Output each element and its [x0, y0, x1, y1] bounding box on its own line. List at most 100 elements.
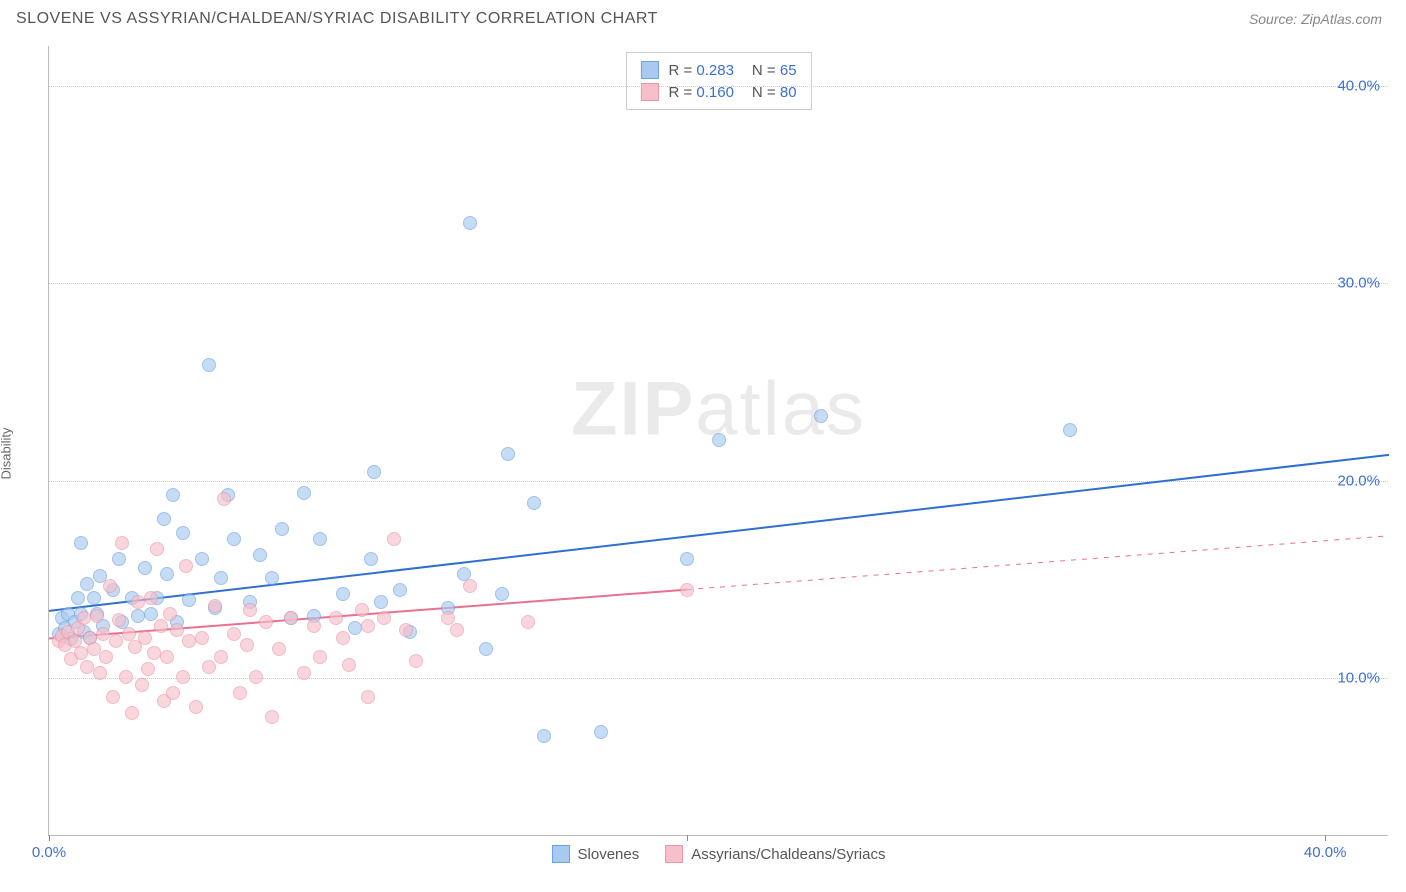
scatter-point [106, 690, 120, 704]
scatter-point [135, 678, 149, 692]
chart-title: SLOVENE VS ASSYRIAN/CHALDEAN/SYRIAC DISA… [16, 10, 658, 28]
scatter-point [189, 700, 203, 714]
scatter-point [336, 587, 350, 601]
scatter-point [265, 571, 279, 585]
scatter-point [355, 603, 369, 617]
scatter-point [125, 706, 139, 720]
legend-swatch [665, 845, 683, 863]
trendline [49, 455, 1389, 611]
scatter-point [208, 599, 222, 613]
legend-series: Slovenes Assyrians/Chaldeans/Syriacs [552, 845, 886, 863]
scatter-point [249, 670, 263, 684]
scatter-point [409, 654, 423, 668]
scatter-point [361, 690, 375, 704]
scatter-point [138, 561, 152, 575]
scatter-point [495, 587, 509, 601]
scatter-point [814, 409, 828, 423]
scatter-point [103, 579, 117, 593]
scatter-point [712, 433, 726, 447]
legend-item: Slovenes [552, 845, 640, 863]
scatter-point [336, 631, 350, 645]
scatter-point [144, 591, 158, 605]
legend-label: Assyrians/Chaldeans/Syriacs [691, 846, 885, 863]
scatter-point [253, 548, 267, 562]
scatter-point [680, 552, 694, 566]
scatter-point [297, 666, 311, 680]
scatter-point [96, 627, 110, 641]
scatter-point [160, 567, 174, 581]
scatter-point [537, 729, 551, 743]
scatter-point [80, 577, 94, 591]
scatter-point [297, 486, 311, 500]
scatter-point [138, 631, 152, 645]
scatter-point [342, 658, 356, 672]
scatter-point [131, 609, 145, 623]
scatter-point [441, 611, 455, 625]
scatter-point [313, 532, 327, 546]
scatter-point [122, 627, 136, 641]
scatter-point [166, 686, 180, 700]
scatter-point [163, 607, 177, 621]
legend-item: Assyrians/Chaldeans/Syriacs [665, 845, 885, 863]
legend-label: Slovenes [578, 846, 640, 863]
scatter-point [275, 522, 289, 536]
scatter-point [112, 552, 126, 566]
scatter-point [272, 642, 286, 656]
scatter-point [463, 579, 477, 593]
scatter-point [377, 611, 391, 625]
scatter-point [527, 496, 541, 510]
scatter-point [361, 619, 375, 633]
scatter-point [182, 593, 196, 607]
x-tick-label: 0.0% [32, 844, 66, 861]
scatter-point [154, 619, 168, 633]
scatter-point [74, 536, 88, 550]
scatter-point [202, 660, 216, 674]
scatter-point [93, 666, 107, 680]
scatter-point [227, 532, 241, 546]
scatter-point [214, 650, 228, 664]
scatter-point [71, 591, 85, 605]
trendline-dashed [687, 536, 1389, 590]
scatter-point [243, 603, 257, 617]
scatter-point [227, 627, 241, 641]
scatter-point [313, 650, 327, 664]
scatter-point [202, 358, 216, 372]
scatter-point [284, 611, 298, 625]
scatter-point [387, 532, 401, 546]
y-axis-label: Disability [0, 427, 14, 479]
scatter-point [240, 638, 254, 652]
scatter-point [463, 216, 477, 230]
scatter-point [367, 465, 381, 479]
plot-region: ZIPatlas R = 0.283N = 65R = 0.160N = 80 … [48, 46, 1388, 836]
scatter-point [521, 615, 535, 629]
scatter-point [176, 526, 190, 540]
scatter-point [680, 583, 694, 597]
scatter-point [259, 615, 273, 629]
scatter-point [87, 591, 101, 605]
scatter-point [99, 650, 113, 664]
scatter-point [150, 542, 164, 556]
legend-swatch [552, 845, 570, 863]
scatter-point [141, 662, 155, 676]
scatter-point [501, 447, 515, 461]
scatter-point [307, 619, 321, 633]
scatter-point [364, 552, 378, 566]
scatter-point [594, 725, 608, 739]
scatter-point [176, 670, 190, 684]
x-tick-label: 40.0% [1304, 844, 1347, 861]
scatter-point [195, 631, 209, 645]
scatter-point [265, 710, 279, 724]
scatter-point [217, 492, 231, 506]
scatter-point [157, 512, 171, 526]
scatter-point [90, 609, 104, 623]
scatter-point [109, 634, 123, 648]
scatter-point [348, 621, 362, 635]
scatter-point [329, 611, 343, 625]
scatter-point [479, 642, 493, 656]
scatter-point [119, 670, 133, 684]
chart-source: Source: ZipAtlas.com [1249, 11, 1382, 27]
scatter-point [374, 595, 388, 609]
scatter-point [77, 611, 91, 625]
scatter-point [179, 559, 193, 573]
scatter-point [115, 536, 129, 550]
